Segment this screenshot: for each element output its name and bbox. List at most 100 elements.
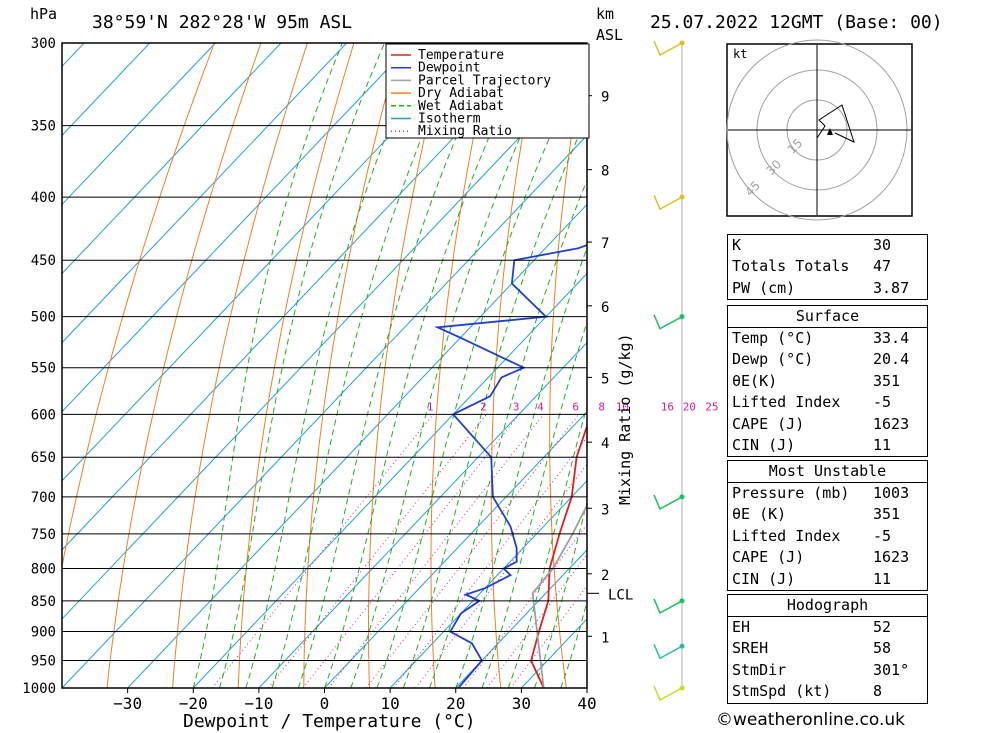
pressure-tick-label: 900 <box>31 625 56 641</box>
indices-table: K 30 Totals Totals 47 PW (cm) 3.87 <box>727 234 928 301</box>
hodograph-table-row: StmDir 301° <box>728 660 927 681</box>
temperature-tick-label: −10 <box>244 694 273 713</box>
wet-adiabat-line <box>271 43 463 688</box>
pressure-tick-label: 950 <box>31 654 56 670</box>
pressure-tick-label: 650 <box>31 450 56 466</box>
most-unstable-key: CAPE (J) <box>732 548 805 567</box>
legend-label: Dewpoint <box>418 61 481 76</box>
most-unstable-row: Lifted Index -5 <box>728 526 927 547</box>
hodograph-table-key: StmDir <box>732 660 787 679</box>
hpa-unit: hPa <box>30 5 57 23</box>
isotherm-line <box>62 43 347 344</box>
wet-adiabat-line <box>245 43 425 688</box>
pressure-tick-label: 600 <box>31 407 56 423</box>
isotherm-line <box>127 203 587 688</box>
pressure-tick-label: 1000 <box>22 681 56 697</box>
isotherm-line <box>62 43 479 482</box>
surface-row: CIN (J) 11 <box>728 435 927 456</box>
index-key-pw: PW (cm) <box>732 278 796 297</box>
axes: 3003504004505005506006507007508008509009… <box>22 36 633 713</box>
dry-adiabat-line <box>106 43 262 688</box>
index-key-tt: Totals Totals <box>732 257 850 276</box>
dry-adiabat-line <box>172 43 308 688</box>
km-tick-label: 4 <box>601 436 609 452</box>
mixing-ratio-label: 3 <box>513 400 520 413</box>
most-unstable-row: CIN (J) 11 <box>728 569 927 590</box>
isotherm-line <box>324 410 587 688</box>
surface-value: 11 <box>873 435 892 454</box>
mixing-ratio-line <box>486 553 587 688</box>
mixing-ratio-line <box>328 414 544 688</box>
series-parcel-trajectory-line <box>531 503 587 688</box>
hodograph-table-value: 58 <box>873 639 892 658</box>
hodograph-title: Hodograph <box>728 595 927 617</box>
pressure-tick-label: 850 <box>31 594 56 610</box>
mixing-ratio-line <box>365 414 580 688</box>
wind-barb <box>653 494 683 510</box>
wind-barb <box>653 194 683 211</box>
mixing-ratio-label: 20 <box>683 400 696 413</box>
mixing-ratio-label: 10 <box>616 400 629 413</box>
surface-key: θE(K) <box>732 371 778 390</box>
mixing-ratio-label: 25 <box>705 400 718 413</box>
isotherm-line <box>455 549 587 688</box>
most-unstable-row: CAPE (J) 1623 <box>728 547 927 568</box>
wet-adiabat-line <box>481 320 587 688</box>
most-unstable-value: 1003 <box>873 484 910 502</box>
mixing-ratio-line <box>415 463 587 688</box>
dry-adiabat-line <box>490 43 541 688</box>
dry-adiabat-line <box>430 43 494 688</box>
datetime-title: 25.07.2022 12GMT (Base: 00) <box>650 12 943 33</box>
wind-barb <box>653 40 683 57</box>
isotherm-line <box>0 43 19 688</box>
isotherm-line <box>258 341 587 688</box>
storm-motion-marker <box>827 128 833 135</box>
km-tick-label: 6 <box>601 300 609 316</box>
km-unit: km <box>596 5 614 23</box>
hodograph-table-value: 52 <box>873 618 892 636</box>
isotherm-line <box>62 43 544 551</box>
most-unstable-value: 1623 <box>873 548 910 567</box>
isotherm-line <box>192 272 587 688</box>
isotherm-line <box>62 43 151 137</box>
hodograph-unit: kt <box>733 47 747 61</box>
surface-key: Dewp (°C) <box>732 350 814 369</box>
legend-label: Wet Adiabat <box>418 99 504 114</box>
temperature-tick-label: 40 <box>577 694 596 713</box>
isotherm-line <box>62 43 216 206</box>
wind-barb <box>653 598 683 614</box>
hodograph-table-key: EH <box>732 618 751 636</box>
isotherm-line <box>62 43 282 275</box>
surface-row: Dewp (°C) 20.4 <box>728 349 927 370</box>
surface-value: 20.4 <box>873 350 910 369</box>
temperature-tick-label: −20 <box>179 694 208 713</box>
hodograph-table-key: SREH <box>732 639 769 658</box>
isotherm-line <box>62 43 413 413</box>
surface-value: 33.4 <box>873 329 910 347</box>
mixing-ratio-labels: 1 2 3 4 6 8 10 16 20 25 <box>427 400 719 413</box>
index-value-pw: 3.87 <box>873 278 910 297</box>
surface-title: Surface <box>728 306 927 328</box>
pressure-tick-label: 300 <box>31 36 56 52</box>
index-value-tt: 47 <box>873 257 892 276</box>
surface-row: Lifted Index -5 <box>728 392 927 413</box>
hodograph-table-row: EH 52 <box>728 617 927 638</box>
wet-adiabat-line <box>376 54 587 688</box>
wind-barbs <box>653 40 685 702</box>
temperature-tick-label: −30 <box>113 694 142 713</box>
dry-adiabat-line <box>661 43 698 688</box>
most-unstable-value: -5 <box>873 526 892 545</box>
most-unstable-value: 351 <box>873 505 901 524</box>
km-tick-label: 5 <box>601 371 609 387</box>
most-unstable-key: CIN (J) <box>732 569 796 588</box>
mixing-ratio-label: 8 <box>598 400 605 413</box>
mixing-ratio-label: 16 <box>661 400 674 413</box>
km-tick-label: 2 <box>601 568 609 584</box>
pressure-tick-label: 750 <box>31 527 56 543</box>
km-tick-label: 3 <box>601 502 609 518</box>
most-unstable-title: Most Unstable <box>728 461 927 483</box>
km-tick-label: 8 <box>601 164 609 180</box>
location-title: 38°59'N 282°28'W 95m ASL <box>92 12 352 33</box>
